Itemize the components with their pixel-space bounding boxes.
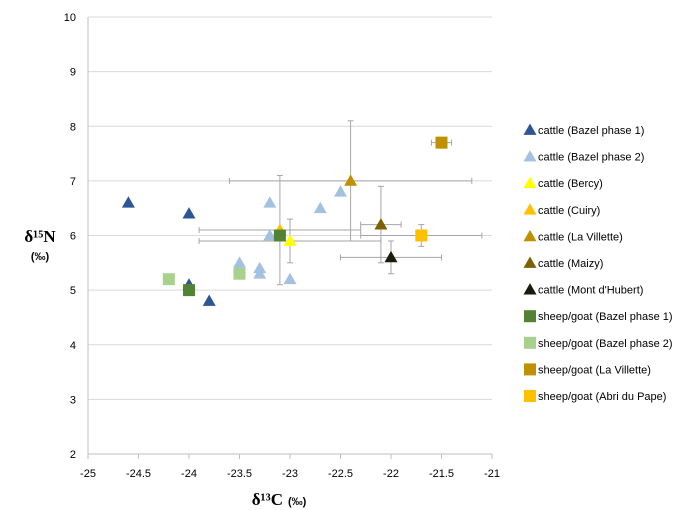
legend-marker [523, 203, 537, 215]
x-tick-label: -25 [80, 468, 96, 480]
data-point [374, 218, 388, 230]
y-axis-title: δ¹⁵N [24, 227, 56, 246]
legend-label: cattle (Bazel phase 1) [538, 125, 644, 137]
legend-marker [523, 229, 537, 242]
y-tick-label: 5 [70, 285, 76, 297]
axes [87, 17, 493, 459]
data-point [283, 272, 297, 285]
legend-marker [523, 256, 537, 268]
y-tick-label: 6 [70, 231, 76, 243]
data-point [273, 229, 286, 242]
x-axis-unit: (‰) [288, 496, 307, 508]
legend-marker [523, 283, 537, 295]
data-point [182, 207, 196, 219]
x-tick-label: -21 [484, 468, 500, 480]
legend-label: cattle (Cuiry) [538, 205, 600, 217]
x-tick-label: -24.5 [126, 468, 151, 480]
data-point [202, 294, 216, 306]
data-point [415, 229, 428, 242]
legend-label: cattle (Bazel phase 2) [538, 152, 644, 164]
data-point [435, 136, 448, 149]
legend-marker [524, 363, 536, 376]
legend-marker [524, 310, 536, 323]
legend-label: cattle (Mont d'Hubert) [538, 285, 643, 297]
data-point [384, 250, 398, 263]
legend-marker [523, 150, 537, 162]
data-point [283, 234, 297, 246]
data-point [233, 267, 246, 280]
data-point [183, 284, 195, 297]
legend-marker [524, 336, 536, 349]
legend-marker [523, 176, 537, 189]
legend-label: sheep/goat (Bazel phase 1) [538, 311, 673, 323]
y-tick-label: 7 [70, 176, 76, 188]
x-tick-label: -22.5 [328, 468, 353, 480]
x-tick-label: -23.5 [227, 468, 252, 480]
x-axis-title: δ¹³C [252, 490, 283, 509]
tick-labels: 2 3 4 5 6 7 8 9 10 -25 -24.5 -24 -23.5 -23 -22.5 -22 -21… [64, 12, 500, 480]
data-point [344, 174, 358, 186]
y-tick-label: 2 [70, 449, 76, 461]
legend-label: sheep/goat (Bazel phase 2) [538, 338, 673, 350]
legend-label: cattle (La Villette) [538, 231, 623, 243]
y-tick-label: 3 [70, 394, 76, 406]
legend-label: sheep/goat (La Villette) [538, 364, 651, 376]
data-point [121, 196, 135, 208]
legend-label: sheep/goat (Abri du Pape) [538, 391, 666, 403]
y-tick-label: 9 [70, 67, 76, 79]
x-tick-label: -24 [181, 468, 197, 480]
legend-marker [524, 390, 536, 402]
x-tick-label: -23 [282, 468, 298, 480]
legend-label: cattle (Bercy) [538, 178, 603, 190]
data-point [334, 185, 347, 197]
x-tick-label: -22 [383, 468, 399, 480]
legend: cattle (Bazel phase 1) cattle (Bazel phas… [523, 123, 673, 403]
y-tick-label: 4 [70, 340, 76, 352]
data-point [253, 267, 267, 279]
data-point [263, 229, 277, 241]
gridlines [88, 16, 492, 400]
legend-label: cattle (Maizy) [538, 258, 603, 270]
y-tick-label: 10 [64, 12, 76, 24]
data-point [313, 201, 327, 214]
data-points [121, 136, 448, 306]
y-axis-unit: (‰) [31, 251, 50, 263]
legend-marker [523, 123, 537, 135]
data-point [162, 273, 175, 286]
y-tick-label: 8 [70, 121, 76, 133]
data-point [263, 196, 277, 208]
x-tick-label: -21.5 [429, 468, 454, 480]
